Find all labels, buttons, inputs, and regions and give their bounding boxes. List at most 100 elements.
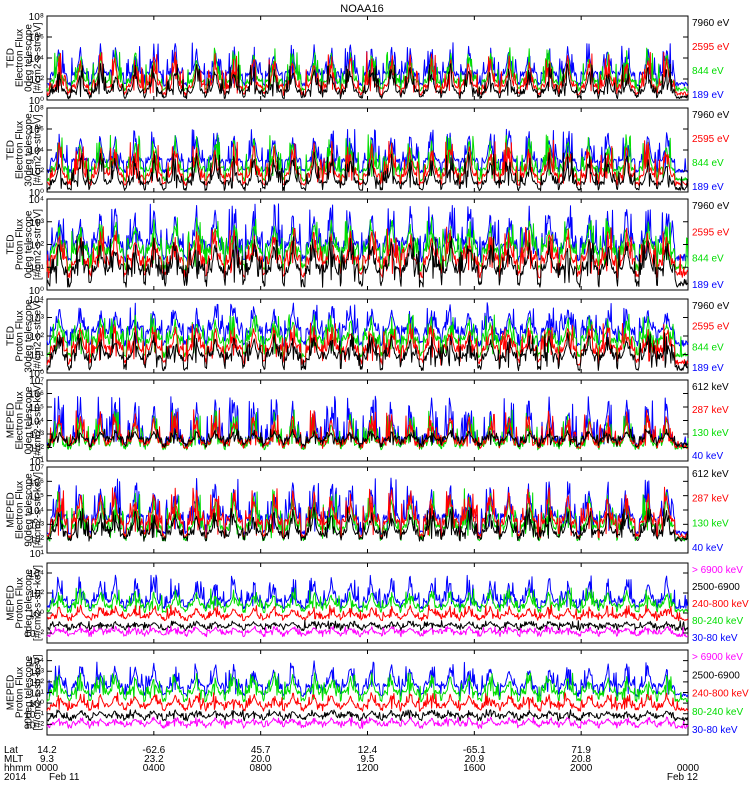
y-tick-label: 10² (30, 535, 45, 546)
legend-entry: 844 eV (692, 254, 724, 265)
panel-3: 10⁰ 10¹ 10² 10³ 10⁴ TEDProton Flux0deg telesc… (6, 195, 730, 297)
legend-entry: 189 eV (692, 280, 724, 291)
y-tick-label: 10¹ (30, 351, 45, 362)
time-tick-label: Feb 11 (49, 772, 80, 783)
y-tick-label: 10⁰ (29, 188, 44, 199)
time-tick-label: 1200 (356, 763, 379, 774)
legend-entry: 130 keV (692, 428, 729, 439)
series-black-line (46, 151, 689, 192)
time-tick-label: 0000 (677, 763, 700, 774)
y-tick-label: 10² (30, 589, 45, 600)
legend-entry: 40 keV (692, 451, 723, 462)
legend-entry: 240-800 keV (692, 599, 749, 610)
time-tick-label: 71.9 (571, 745, 591, 756)
y-tick-label: 10³ (30, 314, 45, 325)
y-axis-label: TEDElectron Flux0deg telescope[#/cm2-s-s… (6, 22, 44, 93)
y-tick-label: 10⁰ (29, 609, 44, 620)
y-tick-label: 10⁴ (29, 569, 44, 580)
y-tick-label: 10⁴ (29, 657, 44, 668)
series-green-line (46, 134, 689, 182)
series-black-line (47, 709, 689, 722)
series-green-line (46, 313, 689, 359)
series-green-line (46, 409, 689, 451)
series-black-line (46, 506, 689, 542)
series-red-line (47, 604, 689, 622)
legend-entry: > 6900 keV (692, 565, 743, 576)
y-tick-label: 10⁶ (29, 33, 44, 44)
legend-entry: 30-80 keV (692, 633, 738, 644)
time-tick-label: 20.9 (465, 754, 485, 765)
series-blue-line (46, 203, 689, 263)
time-tick-label: 2000 (570, 763, 593, 774)
y-tick-label: 10⁰ (29, 699, 44, 710)
series-blue-line (46, 574, 688, 610)
time-tick-label: 0800 (250, 763, 273, 774)
y-tick-label: 10⁶ (29, 477, 44, 488)
time-row-label: 2014 (4, 772, 27, 783)
legend-entry: 240-800 keV (692, 689, 749, 700)
y-tick-label: 10³ (30, 430, 45, 441)
legend-entry: 287 keV (692, 494, 729, 505)
legend-entry: 130 keV (692, 518, 729, 529)
y-tick-label: 10⁵ (29, 403, 44, 414)
time-tick-label: 45.7 (251, 745, 271, 756)
y-tick-label: 10⁴ (29, 295, 44, 306)
y-tick-label: 10⁰ (29, 96, 44, 107)
y-tick-label: 10³ (30, 520, 45, 531)
legend-entry: 844 eV (692, 342, 724, 353)
legend-entry: 80-240 keV (692, 616, 743, 627)
y-tick-label: 10⁴ (29, 54, 44, 65)
y-axis-label: MEPEDElectron Flux0deg telescope[#/cm2-s… (6, 382, 44, 458)
legend-entry: 612 keV (692, 382, 729, 393)
time-tick-label: 9.3 (40, 754, 54, 765)
series-red-line (46, 486, 689, 539)
y-tick-label: 10⁰ (29, 369, 44, 380)
y-tick-label: 10¹ (30, 689, 45, 700)
y-axis-label: MEPEDProton Flux90deg telescope[#/cm2-s-… (6, 654, 44, 730)
y-tick-label: 10⁶ (29, 390, 44, 401)
time-tick-label: 12.4 (358, 745, 378, 756)
chart-title: NOAA16 (340, 3, 383, 15)
time-row-label: Lat (4, 745, 18, 756)
time-tick-label: 20.0 (251, 754, 271, 765)
y-tick-label: 10² (30, 678, 45, 689)
y-tick-label: 10¹ (30, 549, 45, 560)
y-axis-label: MEPEDProton Flux0deg telescope[#/cm2-s-s… (6, 565, 44, 641)
series-red-line (46, 409, 689, 449)
y-tick-label: 10⁰ (29, 286, 44, 297)
y-axis-label: MEPEDElectron Flux90deg telescope[#/cm2-… (6, 472, 44, 548)
y-tick-label: 10¹ (30, 263, 45, 274)
time-row-label: MLT (4, 754, 23, 765)
series-red-line (46, 51, 689, 96)
y-axis-label: TEDProton Flux0deg telescope[#/cm2-s-str… (6, 209, 44, 280)
series-black-line (46, 235, 688, 288)
series-red-line (46, 322, 689, 366)
y-tick-label: 10⁷ (29, 463, 44, 474)
series-blue-line (46, 302, 689, 347)
legend-entry: 7960 eV (692, 110, 730, 121)
time-tick-label: 14.2 (37, 745, 57, 756)
time-row-label: hhmm (4, 763, 32, 774)
legend-entry: 612 keV (692, 469, 729, 480)
time-tick-label: 20.8 (571, 754, 591, 765)
legend-entry: 844 eV (692, 158, 724, 169)
series-magenta-line (46, 625, 688, 638)
legend-entry: 189 eV (692, 182, 724, 193)
y-tick-label: 10⁶ (29, 125, 44, 136)
y-tick-label: 10⁻² (24, 629, 44, 640)
y-axis-label: TEDElectron Flux30deg telescope[#/cm2-s-… (6, 113, 44, 187)
series-green-line (46, 671, 689, 703)
time-tick-label: -65.1 (463, 745, 486, 756)
legend-entry: 2595 eV (692, 134, 730, 145)
series-red-line (46, 226, 689, 279)
legend-entry: 2595 eV (692, 42, 730, 53)
y-axis-label: TEDProton Flux30deg telescope[#/cm2-s-st… (6, 299, 44, 373)
legend-entry: 40 keV (692, 543, 723, 554)
